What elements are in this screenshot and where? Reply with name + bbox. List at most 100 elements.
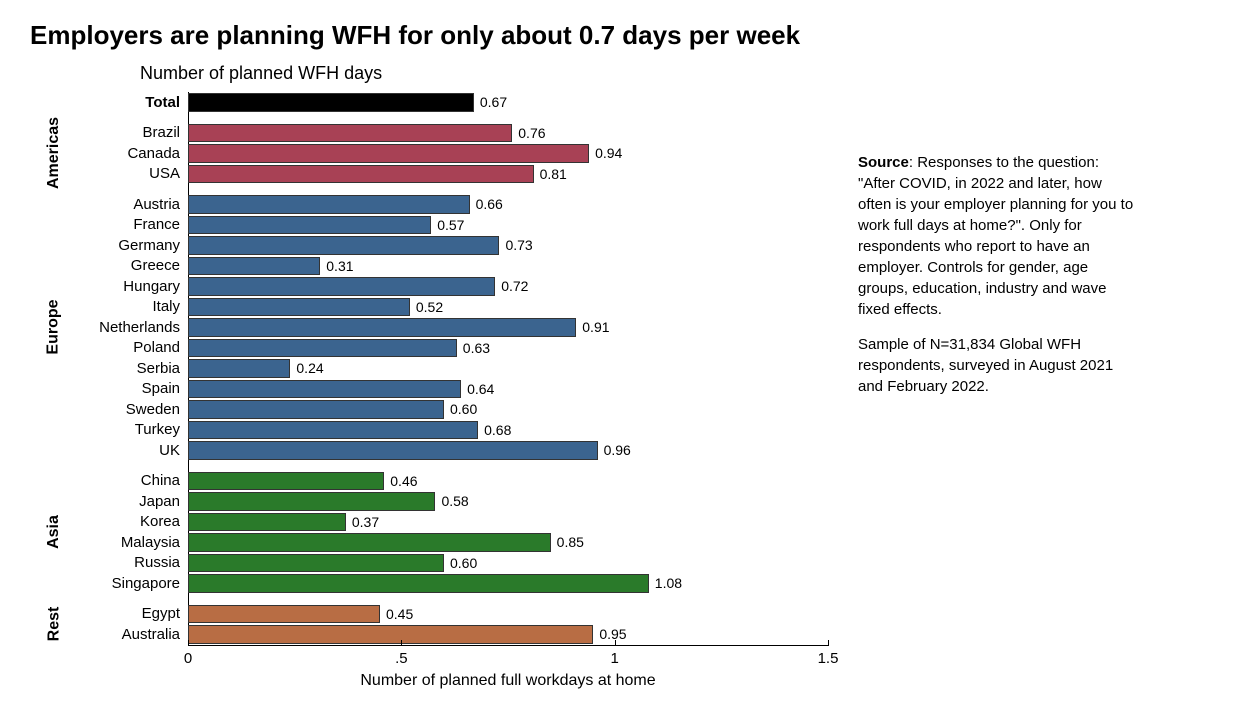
row-label: UK <box>78 442 188 459</box>
bar-row: Sweden0.60 <box>78 399 828 420</box>
main-row: Total0.67AmericasBrazil0.76Canada0.94USA… <box>30 92 1221 693</box>
bar <box>188 165 534 184</box>
row-label: Turkey <box>78 421 188 438</box>
plot-area: 0.64 <box>188 379 828 400</box>
bar <box>188 400 444 419</box>
bar <box>188 318 576 337</box>
bar-row: Spain0.64 <box>78 379 828 400</box>
bar <box>188 298 410 317</box>
source-paragraph-1: Source: Responses to the question: "Afte… <box>858 152 1138 320</box>
x-tick <box>615 640 616 646</box>
bar <box>188 277 495 296</box>
bar <box>188 625 593 644</box>
group-label: Asia <box>30 471 78 594</box>
row-label: Netherlands <box>78 319 188 336</box>
bar-row: Canada0.94 <box>78 143 828 164</box>
bar <box>188 380 461 399</box>
x-tick <box>188 640 189 646</box>
bar-row: Korea0.37 <box>78 512 828 533</box>
bar-row: Germany 0.73 <box>78 235 828 256</box>
bar-row: Hungary0.72 <box>78 276 828 297</box>
row-label: Total <box>78 94 188 111</box>
source-body-1: : Responses to the question: "After COVI… <box>858 154 1133 318</box>
bar <box>188 472 384 491</box>
bar-value-label: 0.73 <box>499 237 532 253</box>
plot-area: 0.52 <box>188 297 828 318</box>
row-label: China <box>78 472 188 489</box>
group-rows: Total 0.67 <box>78 92 828 113</box>
plot-area: 0.63 <box>188 338 828 359</box>
bar-row: Turkey0.68 <box>78 420 828 441</box>
group-label: Rest <box>30 604 78 645</box>
bar <box>188 339 457 358</box>
row-label: USA <box>78 165 188 182</box>
plot-area: 1.08 <box>188 573 828 594</box>
bar-row: UK 0.96 <box>78 440 828 461</box>
row-label: Russia <box>78 554 188 571</box>
bar <box>188 574 649 593</box>
x-tick-label: 1 <box>610 650 618 667</box>
row-label: Poland <box>78 339 188 356</box>
bar-row: Italy 0.52 <box>78 297 828 318</box>
bar <box>188 93 474 112</box>
plot-area: 0.60 <box>188 553 828 574</box>
plot-area: 0.66 <box>188 194 828 215</box>
plot-area: 0.81 <box>188 164 828 185</box>
plot-area: 0.76 <box>188 123 828 144</box>
bar <box>188 533 551 552</box>
plot-area: 0.24 <box>188 358 828 379</box>
plot-area: 0.67 <box>188 92 828 113</box>
bar <box>188 513 346 532</box>
plot-area: 0.94 <box>188 143 828 164</box>
x-tick-label: 1.5 <box>818 650 839 667</box>
x-tick-label: .5 <box>395 650 408 667</box>
bar-row: Russia 0.60 <box>78 553 828 574</box>
bar-row: Australia0.95 <box>78 624 828 645</box>
bar-value-label: 0.72 <box>495 278 528 294</box>
bar-row: Malaysia0.85 <box>78 532 828 553</box>
group-asia: AsiaChina0.46Japan0.58Korea0.37Malaysia0… <box>30 471 828 594</box>
group-rest: RestEgypt0.45Australia0.95 <box>30 604 828 645</box>
x-tick <box>828 640 829 646</box>
row-label: Greece <box>78 257 188 274</box>
bar-value-label: 0.95 <box>593 626 626 642</box>
bar <box>188 441 598 460</box>
bar-value-label: 0.64 <box>461 381 494 397</box>
bar-row: Poland0.63 <box>78 338 828 359</box>
bar <box>188 554 444 573</box>
plot-area: 0.68 <box>188 420 828 441</box>
chart-column: Total0.67AmericasBrazil0.76Canada0.94USA… <box>30 92 828 693</box>
bar <box>188 236 499 255</box>
plot-area: 0.91 <box>188 317 828 338</box>
bar-row: Greece 0.31 <box>78 256 828 277</box>
plot-area: 0.60 <box>188 399 828 420</box>
bar-value-label: 0.52 <box>410 299 443 315</box>
bar-value-label: 0.96 <box>598 442 631 458</box>
row-label: Germany <box>78 237 188 254</box>
bar-value-label: 0.45 <box>380 606 413 622</box>
bar-row: USA0.81 <box>78 164 828 185</box>
bar-row: France0.57 <box>78 215 828 236</box>
row-label: Sweden <box>78 401 188 418</box>
bar <box>188 144 589 163</box>
group-americas: Total 0.67 <box>30 92 828 113</box>
plot-area: 0.45 <box>188 604 828 625</box>
bar-value-label: 0.76 <box>512 125 545 141</box>
row-label: Canada <box>78 145 188 162</box>
row-label: Singapore <box>78 575 188 592</box>
plot-area: 0.37 <box>188 512 828 533</box>
row-label: Austria <box>78 196 188 213</box>
bar-value-label: 0.24 <box>290 360 323 376</box>
plot-area: 0.73 <box>188 235 828 256</box>
bar-value-label: 0.67 <box>474 94 507 110</box>
bar-value-label: 0.31 <box>320 258 353 274</box>
chart-title: Employers are planning WFH for only abou… <box>30 20 1221 51</box>
group-rows: Egypt0.45Australia0.95 <box>78 604 828 645</box>
bar <box>188 359 290 378</box>
bar <box>188 124 512 143</box>
bar-value-label: 0.60 <box>444 555 477 571</box>
plot-area: 0.72 <box>188 276 828 297</box>
row-label: Malaysia <box>78 534 188 551</box>
row-label: Italy <box>78 298 188 315</box>
bar-row: Singapore1.08 <box>78 573 828 594</box>
